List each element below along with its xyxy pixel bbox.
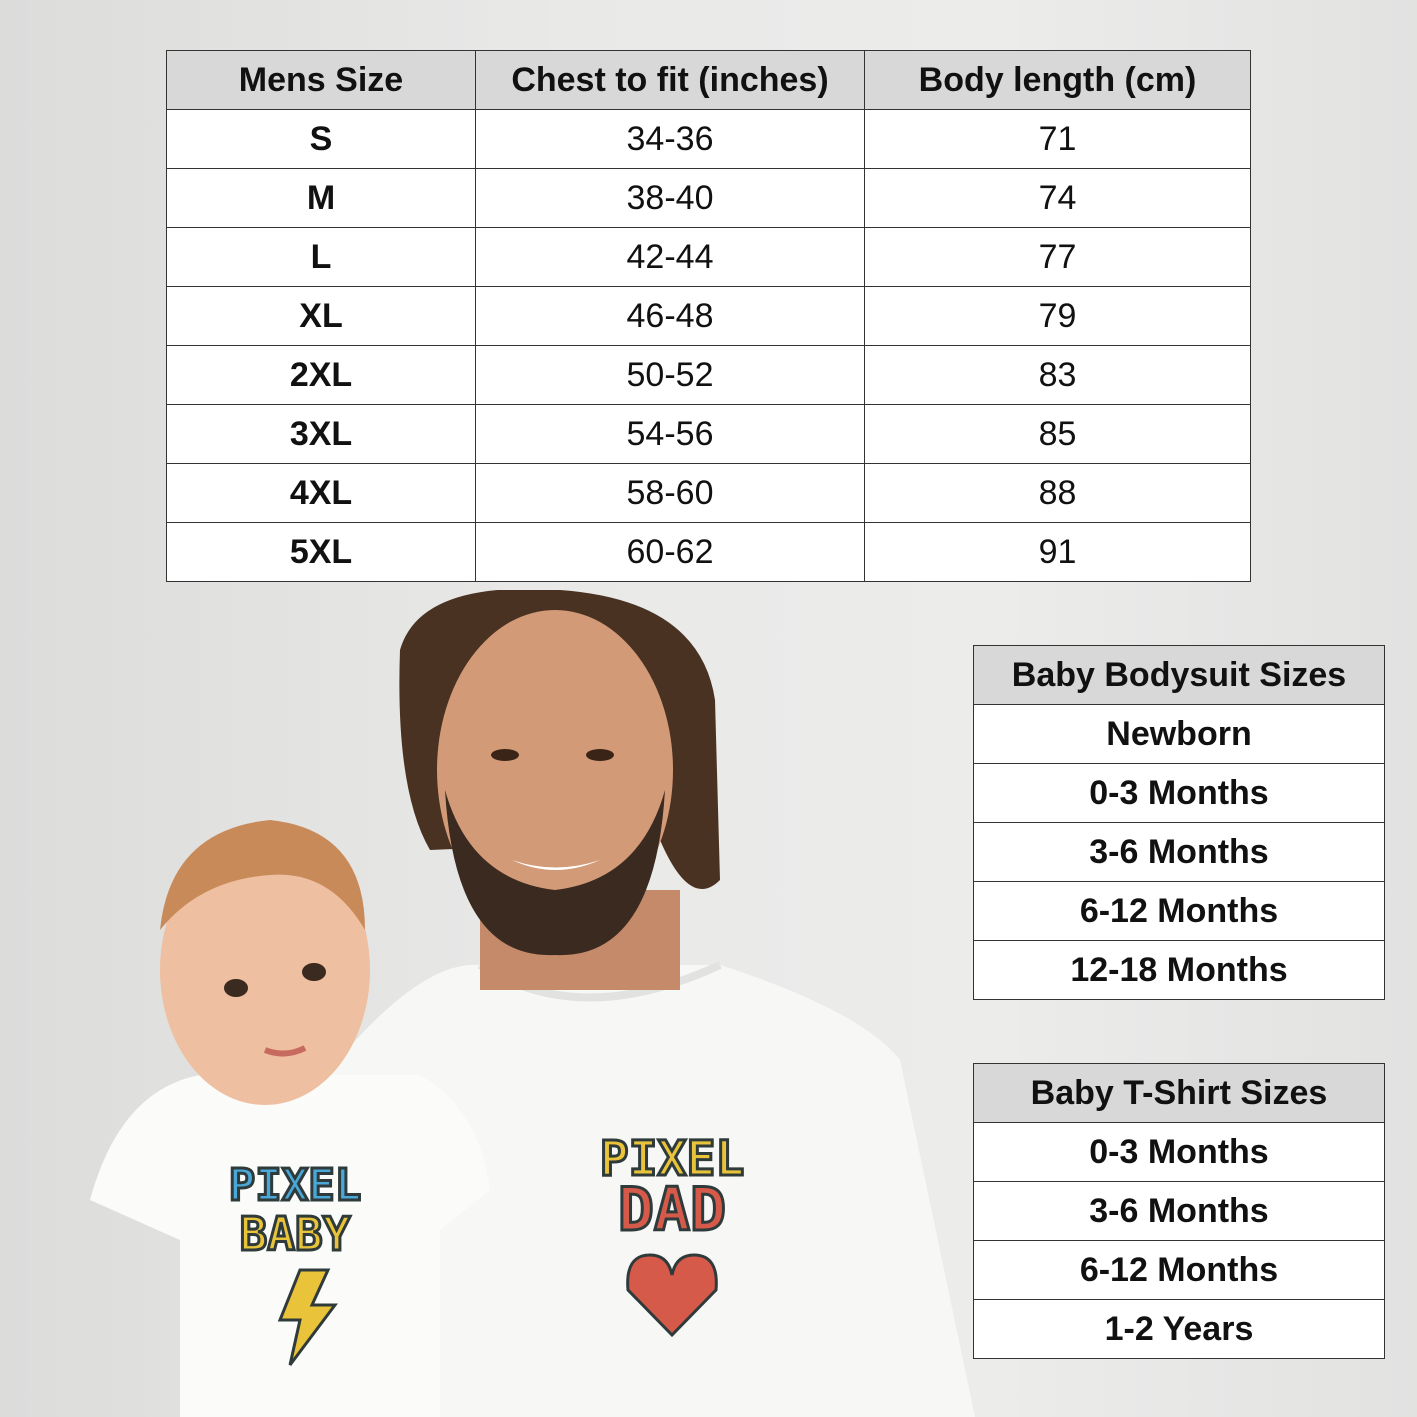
length-cell: 71 [864,109,1251,169]
table-row: 4XL 58-60 88 [166,463,1251,523]
table-row: M 38-40 74 [166,168,1251,228]
size-cell: 4XL [166,463,476,523]
length-cell: 91 [864,522,1251,582]
length-cell: 85 [864,404,1251,464]
size-cell: 5XL [166,522,476,582]
header-mens-size: Mens Size [166,50,476,110]
size-cell: 3-6 Months [973,1181,1385,1241]
table-row: 1-2 Years [973,1299,1385,1359]
mens-size-table: Mens Size Chest to fit (inches) Body len… [166,50,1251,582]
size-cell: 3-6 Months [973,822,1385,882]
size-cell: 0-3 Months [973,1122,1385,1182]
table-row: 12-18 Months [973,940,1385,1000]
dad-shirt-print: PIXEL DAD [598,1130,746,1338]
chest-cell: 38-40 [475,168,865,228]
baby-bodysuit-table: Baby Bodysuit Sizes Newborn 0-3 Months 3-6… [973,645,1385,1000]
table-row: 6-12 Months [973,1240,1385,1300]
table-row: Newborn [973,704,1385,764]
table-row: XL 46-48 79 [166,286,1251,346]
size-cell: 6-12 Months [973,881,1385,941]
baby-figure [90,820,490,1417]
size-cell: 12-18 Months [973,940,1385,1000]
size-cell: 1-2 Years [973,1299,1385,1359]
shirt-print-text: PIXEL [600,1131,745,1187]
chest-cell: 60-62 [475,522,865,582]
table-row: 3-6 Months [973,1181,1385,1241]
chest-cell: 42-44 [475,227,865,287]
header-chest: Chest to fit (inches) [475,50,865,110]
shirt-print-text: DAD [618,1175,726,1245]
table-row: 2XL 50-52 83 [166,345,1251,405]
size-cell: 2XL [166,345,476,405]
size-cell: M [166,168,476,228]
product-photo: PIXEL DAD PIXEL BABY [90,590,975,1417]
chest-cell: 34-36 [475,109,865,169]
table-row: 6-12 Months [973,881,1385,941]
length-cell: 83 [864,345,1251,405]
tshirt-header: Baby T-Shirt Sizes [973,1063,1385,1123]
baby-shirt-print: PIXEL BABY [227,1159,363,1366]
size-cell: S [166,109,476,169]
header-body-length: Body length (cm) [864,50,1251,110]
length-cell: 74 [864,168,1251,228]
chest-cell: 50-52 [475,345,865,405]
size-cell: 3XL [166,404,476,464]
table-row: 5XL 60-62 91 [166,522,1251,582]
table-row: 3-6 Months [973,822,1385,882]
baby-tshirt-table: Baby T-Shirt Sizes 0-3 Months 3-6 Months 6… [973,1063,1385,1359]
table-row: 0-3 Months [973,1122,1385,1182]
table-row: S 34-36 71 [166,109,1251,169]
length-cell: 79 [864,286,1251,346]
bodysuit-header: Baby Bodysuit Sizes [973,645,1385,705]
size-cell: 0-3 Months [973,763,1385,823]
dad-figure [330,590,975,1417]
size-cell: 6-12 Months [973,1240,1385,1300]
table-row: L 42-44 77 [166,227,1251,287]
chest-cell: 58-60 [475,463,865,523]
chest-cell: 54-56 [475,404,865,464]
shirt-print-text: BABY [240,1207,351,1261]
size-cell: XL [166,286,476,346]
length-cell: 88 [864,463,1251,523]
shirt-print-text: PIXEL [229,1160,361,1211]
table-header-row: Mens Size Chest to fit (inches) Body len… [166,50,1251,110]
length-cell: 77 [864,227,1251,287]
chest-cell: 46-48 [475,286,865,346]
table-row: 3XL 54-56 85 [166,404,1251,464]
table-row: 0-3 Months [973,763,1385,823]
size-cell: L [166,227,476,287]
size-cell: Newborn [973,704,1385,764]
